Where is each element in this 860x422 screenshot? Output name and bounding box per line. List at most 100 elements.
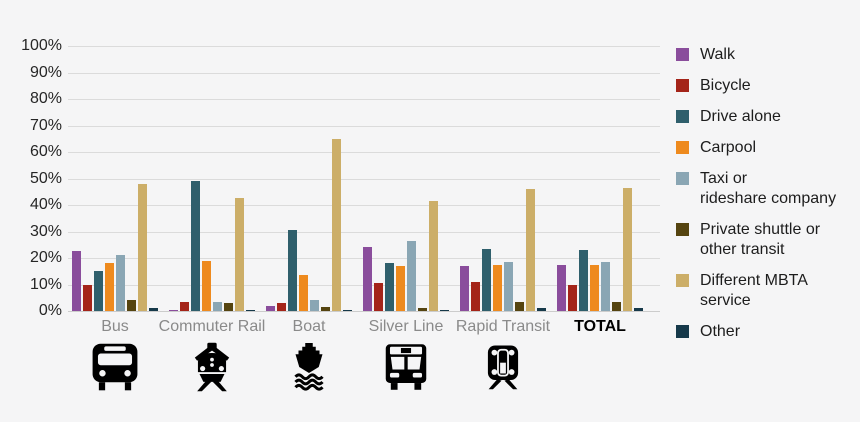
legend-label-line: rideshare company	[700, 190, 837, 207]
bar-bicycle	[568, 284, 577, 311]
legend-item-bicycle: Bicycle	[676, 76, 860, 96]
bar-private-shuttle-or-other-transit	[224, 303, 233, 311]
legend-swatch-drive-alone	[676, 110, 689, 123]
bar-different-mbta-service	[429, 201, 438, 311]
x-label-bus: Bus	[101, 318, 129, 335]
y-tick-label-50: 50%	[29, 169, 62, 187]
bar-different-mbta-service	[138, 183, 147, 311]
bar-walk	[363, 247, 372, 311]
legend-label-line: Carpool	[700, 139, 757, 156]
legend-label-drive-alone: Drive alone	[700, 107, 781, 127]
bar-different-mbta-service	[235, 198, 244, 311]
bar-walk	[557, 264, 566, 311]
bar-group-boat	[266, 138, 352, 311]
bar-group-silver-line	[363, 201, 449, 311]
bar-private-shuttle-or-other-transit	[321, 307, 330, 311]
gridline-30	[68, 231, 660, 233]
bar-other	[149, 308, 158, 311]
rapid-transit-icon	[468, 338, 538, 396]
bar-carpool	[590, 264, 599, 311]
x-label-rapid-transit: Rapid Transit	[455, 318, 551, 335]
legend-item-other: Other	[676, 322, 860, 342]
legend-swatch-taxi-or-rideshare-company	[676, 172, 689, 185]
y-tick-label-60: 60%	[29, 143, 62, 160]
y-tick-label-70: 70%	[29, 116, 62, 134]
legend-label-taxi-or-rideshare-company: Taxi or rideshare company	[700, 169, 836, 209]
bar-taxi-or-rideshare-company	[213, 301, 222, 311]
legend-swatch-bicycle	[676, 79, 689, 92]
silver-line-bus-icon	[371, 338, 441, 396]
legend-item-drive-alone: Drive alone	[676, 107, 860, 127]
legend-swatch-private-shuttle-or-other-transit	[676, 223, 689, 236]
bar-other	[343, 309, 352, 311]
bar-drive-alone	[191, 181, 200, 311]
legend-item-taxi-or-rideshare-company: Taxi or rideshare company	[676, 169, 860, 209]
bar-carpool	[105, 263, 114, 311]
bar-group-commuter-rail	[169, 181, 255, 311]
bar-taxi-or-rideshare-company	[116, 255, 125, 311]
legend-label-line: Drive alone	[700, 108, 781, 125]
bar-walk	[169, 309, 178, 311]
bar-taxi-or-rideshare-company	[504, 261, 513, 311]
legend-label-other: Other	[700, 322, 740, 342]
legend-item-private-shuttle-or-other-transit: Private shuttle or other transit	[676, 220, 860, 260]
x-label-commuter-rail: Commuter Rail	[158, 318, 266, 335]
legend-label-private-shuttle-or-other-transit: Private shuttle or other transit	[700, 220, 820, 260]
bar-drive-alone	[288, 230, 297, 311]
legend-label-line: Taxi or	[700, 170, 748, 187]
gridline-60	[68, 152, 660, 153]
bar-taxi-or-rideshare-company	[407, 240, 416, 311]
legend-item-different-mbta-service: Different MBTA service	[676, 271, 860, 311]
bar-different-mbta-service	[526, 189, 535, 311]
gridline-90	[68, 72, 660, 74]
bar-carpool	[493, 264, 502, 311]
legend-swatch-carpool	[676, 141, 689, 154]
bar-drive-alone	[94, 271, 103, 311]
y-tick-label-20: 20%	[29, 249, 62, 266]
legend-label-line: Different MBTA service	[700, 272, 807, 309]
y-tick-label-10: 10%	[29, 275, 62, 293]
bar-walk	[266, 305, 275, 311]
bar-private-shuttle-or-other-transit	[127, 300, 136, 311]
bar-bicycle	[277, 303, 286, 311]
bar-bicycle	[180, 301, 189, 311]
y-tick-label-90: 90%	[29, 63, 62, 81]
legend-swatch-different-mbta-service	[676, 274, 689, 287]
commuter-rail-icon	[177, 338, 247, 396]
bar-taxi-or-rideshare-company	[310, 300, 319, 311]
gridline-100	[68, 46, 660, 47]
legend-label-line: other transit	[700, 241, 785, 258]
bar-carpool	[299, 275, 308, 311]
bar-other	[246, 309, 255, 311]
legend: Walk Bicycle Drive alone Carpool Taxi or ride…	[676, 45, 860, 353]
bar-taxi-or-rideshare-company	[601, 261, 610, 311]
gridline-50	[68, 178, 660, 180]
x-label-boat: Boat	[292, 318, 326, 335]
plot-area	[68, 46, 660, 312]
gridline-70	[68, 125, 660, 127]
gridline-40	[68, 205, 660, 206]
legend-item-carpool: Carpool	[676, 138, 860, 158]
bar-bicycle	[471, 281, 480, 311]
y-tick-label-100: 100%	[21, 37, 62, 54]
legend-label-line: Walk	[700, 46, 735, 63]
legend-label-carpool: Carpool	[700, 138, 756, 158]
bar-different-mbta-service	[623, 187, 632, 311]
bar-walk	[72, 251, 81, 311]
legend-swatch-other	[676, 325, 689, 338]
bar-other	[440, 309, 449, 311]
bar-drive-alone	[482, 248, 491, 311]
legend-label-bicycle: Bicycle	[700, 76, 751, 96]
bus-icon	[80, 338, 150, 396]
legend-swatch-walk	[676, 48, 689, 61]
legend-label-line: Bicycle	[700, 77, 751, 94]
bar-bicycle	[374, 283, 383, 311]
y-tick-label-80: 80%	[29, 90, 62, 107]
bar-other	[634, 308, 643, 311]
legend-label-line: Private shuttle or	[700, 221, 821, 238]
bar-private-shuttle-or-other-transit	[515, 301, 524, 311]
bar-drive-alone	[385, 263, 394, 311]
gridline-80	[68, 99, 660, 100]
gridline-0	[68, 311, 660, 312]
